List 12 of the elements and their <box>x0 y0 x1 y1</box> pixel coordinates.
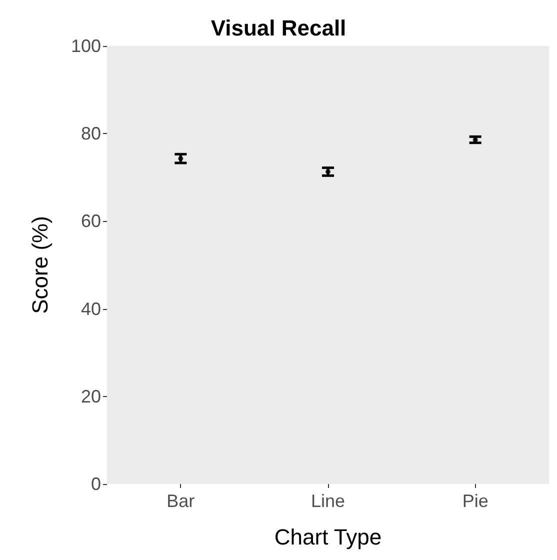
y-axis-title: Score (%) <box>28 216 52 314</box>
y-tick-label: 60 <box>80 211 101 232</box>
x-tick-label: Bar <box>166 491 195 511</box>
chart-title: Visual Recall <box>210 16 346 40</box>
y-tick-label: 80 <box>80 124 101 144</box>
x-tick-label: Line <box>310 491 346 511</box>
x-tick-label: Pie <box>462 491 488 511</box>
y-tick-label: 20 <box>80 386 101 406</box>
x-axis-title: Chart Type <box>274 524 382 550</box>
y-tick-label: 40 <box>80 298 101 319</box>
y-tick-label: 100 <box>70 36 101 56</box>
y-tick-label: 0 <box>90 474 101 494</box>
